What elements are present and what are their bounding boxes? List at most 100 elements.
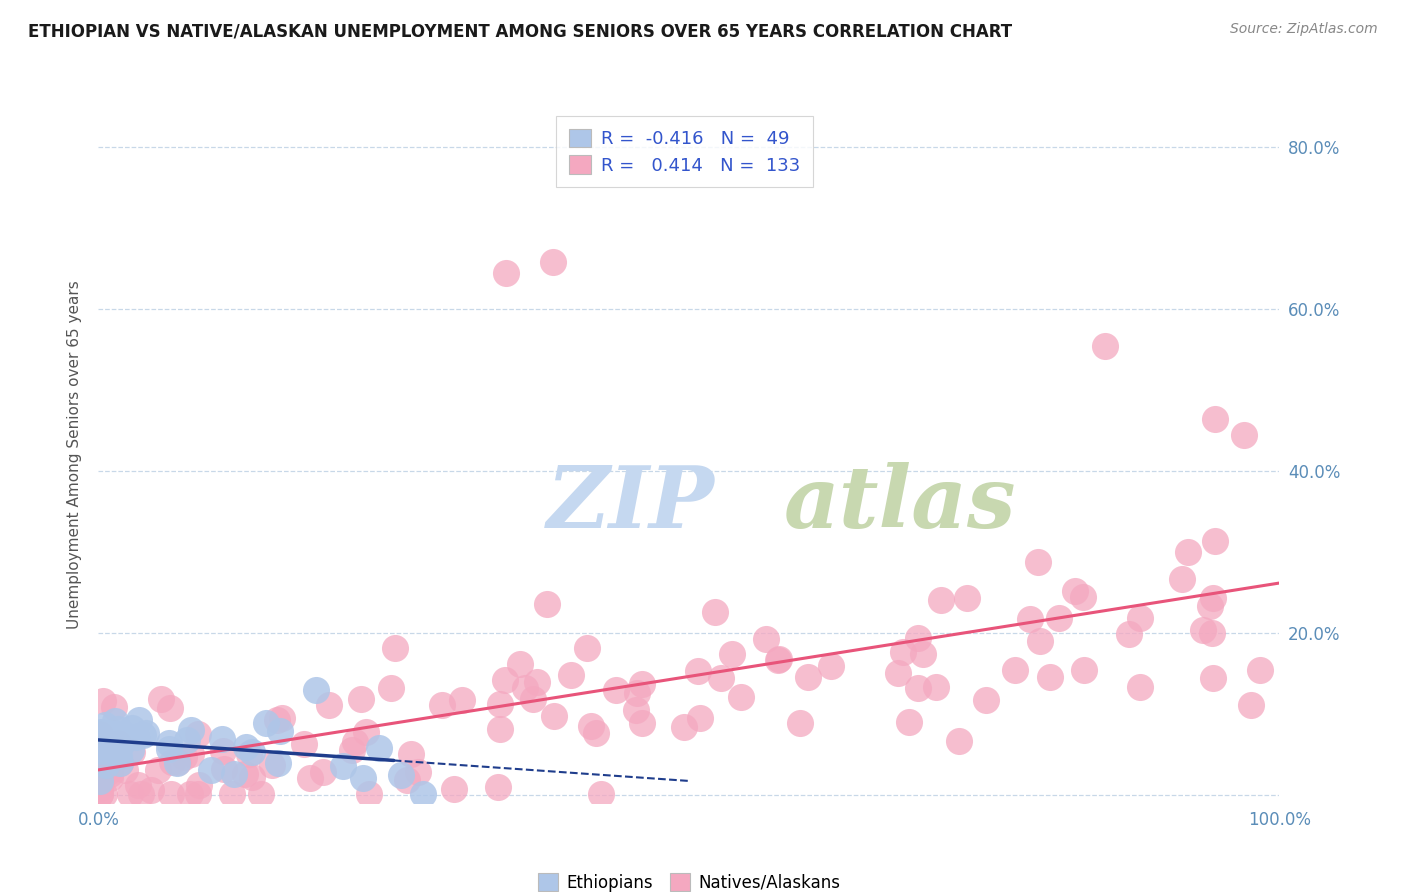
Text: ZIP: ZIP	[547, 462, 716, 545]
Point	[188, 778, 211, 792]
Point	[1204, 411, 1226, 425]
Point	[93, 787, 115, 801]
Point	[240, 745, 263, 759]
Point	[120, 743, 142, 757]
Point	[925, 681, 948, 695]
Point	[581, 719, 603, 733]
Point	[166, 755, 188, 769]
Point	[305, 682, 328, 697]
Point	[211, 732, 233, 747]
Point	[907, 681, 929, 695]
Point	[128, 713, 150, 727]
Point	[98, 767, 121, 781]
Point	[94, 757, 117, 772]
Point	[1204, 534, 1226, 549]
Point	[956, 591, 979, 605]
Point	[89, 774, 111, 789]
Text: ETHIOPIAN VS NATIVE/ALASKAN UNEMPLOYMENT AMONG SENIORS OVER 65 YEARS CORRELATION: ETHIOPIAN VS NATIVE/ALASKAN UNEMPLOYMENT…	[28, 22, 1012, 40]
Point	[160, 787, 183, 801]
Point	[1047, 611, 1070, 625]
Point	[730, 690, 752, 705]
Point	[406, 764, 429, 779]
Point	[898, 715, 921, 730]
Point	[180, 747, 202, 761]
Point	[221, 787, 243, 801]
Point	[585, 726, 607, 740]
Point	[318, 698, 340, 712]
Point	[1240, 698, 1263, 712]
Point	[187, 787, 209, 801]
Point	[1026, 556, 1049, 570]
Point	[101, 725, 124, 739]
Point	[91, 694, 114, 708]
Y-axis label: Unemployment Among Seniors over 65 years: Unemployment Among Seniors over 65 years	[67, 281, 83, 629]
Point	[132, 728, 155, 742]
Point	[89, 772, 111, 786]
Point	[222, 767, 245, 781]
Point	[98, 771, 121, 785]
Point	[89, 731, 111, 746]
Point	[575, 641, 598, 656]
Point	[720, 648, 742, 662]
Point	[672, 720, 695, 734]
Point	[240, 770, 263, 784]
Text: atlas: atlas	[783, 462, 1017, 545]
Point	[266, 713, 288, 727]
Point	[755, 632, 778, 646]
Point	[820, 659, 842, 673]
Point	[129, 787, 152, 801]
Point	[1201, 671, 1223, 685]
Point	[513, 681, 536, 695]
Point	[212, 744, 235, 758]
Point	[380, 681, 402, 696]
Point	[180, 723, 202, 737]
Point	[797, 670, 820, 684]
Point	[624, 703, 647, 717]
Point	[271, 711, 294, 725]
Point	[125, 730, 148, 744]
Point	[768, 652, 790, 666]
Point	[631, 677, 654, 691]
Point	[766, 653, 789, 667]
Point	[101, 740, 124, 755]
Point	[495, 266, 517, 280]
Point	[1192, 623, 1215, 637]
Point	[541, 255, 564, 269]
Point	[509, 657, 531, 672]
Point	[689, 711, 711, 725]
Point	[139, 782, 162, 797]
Point	[399, 747, 422, 761]
Point	[135, 726, 157, 740]
Point	[233, 767, 256, 781]
Point	[121, 745, 143, 759]
Point	[157, 742, 180, 756]
Point	[89, 781, 111, 796]
Point	[114, 729, 136, 743]
Point	[789, 715, 811, 730]
Point	[626, 686, 648, 700]
Point	[105, 745, 128, 759]
Point	[89, 787, 111, 801]
Point	[526, 674, 548, 689]
Point	[350, 692, 373, 706]
Point	[1019, 612, 1042, 626]
Point	[105, 745, 128, 759]
Point	[412, 787, 434, 801]
Legend: Ethiopians, Natives/Alaskans: Ethiopians, Natives/Alaskans	[531, 867, 846, 892]
Point	[160, 755, 183, 769]
Point	[173, 750, 195, 764]
Point	[395, 772, 418, 787]
Point	[354, 725, 377, 739]
Point	[267, 756, 290, 770]
Point	[1063, 584, 1085, 599]
Point	[1171, 572, 1194, 586]
Point	[212, 762, 235, 776]
Point	[591, 787, 613, 801]
Point	[340, 743, 363, 757]
Point	[710, 671, 733, 685]
Point	[1202, 591, 1225, 605]
Point	[1004, 663, 1026, 677]
Point	[176, 733, 198, 747]
Point	[292, 737, 315, 751]
Point	[1177, 545, 1199, 559]
